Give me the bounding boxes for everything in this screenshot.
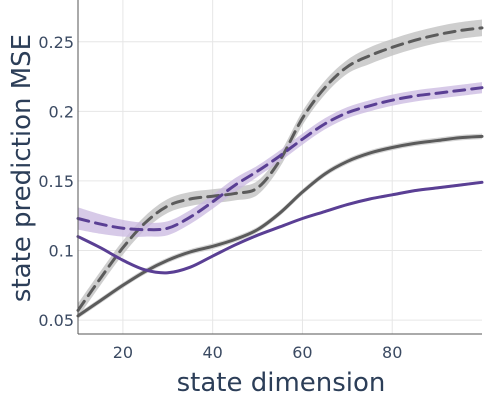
y-axis-title: state prediction MSE <box>7 34 37 302</box>
y-tick-labels: 0.05 0.1 0.15 0.2 0.25 <box>38 33 74 330</box>
y-tick-label: 0.15 <box>38 172 74 191</box>
x-tick-labels: 20 40 60 80 <box>113 343 403 362</box>
x-tick-label: 80 <box>382 343 402 362</box>
series-lines <box>76 26 484 318</box>
x-tick-label: 60 <box>292 343 312 362</box>
y-tick-label: 0.2 <box>49 102 74 121</box>
y-tick-label: 0.1 <box>49 242 74 261</box>
x-axis-title: state dimension <box>177 368 386 398</box>
y-tick-label: 0.25 <box>38 33 74 52</box>
series-1-band <box>78 82 482 237</box>
series-3-line <box>76 180 484 275</box>
y-tick-label: 0.05 <box>38 311 74 330</box>
axes <box>77 0 482 335</box>
x-tick-label: 20 <box>113 343 133 362</box>
series-0-line <box>76 26 484 312</box>
series-1-line <box>76 86 484 232</box>
x-tick-label: 40 <box>202 343 222 362</box>
